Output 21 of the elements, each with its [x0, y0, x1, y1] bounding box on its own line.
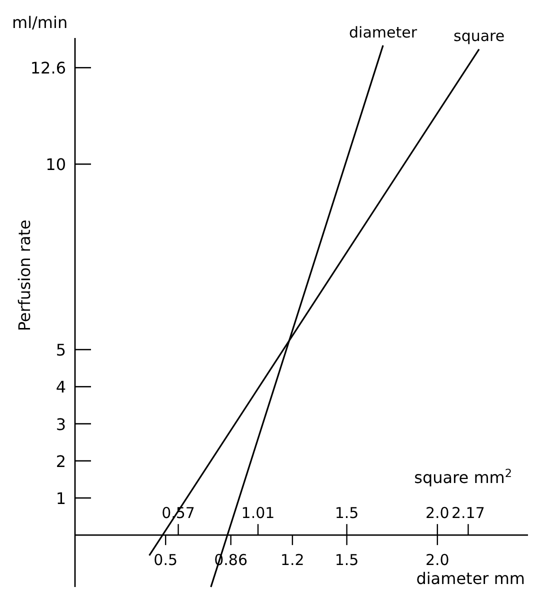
- x-tick-label: 2.0: [425, 551, 450, 570]
- y-tick-label: 2: [56, 452, 66, 471]
- y-tick-label: 5: [56, 340, 66, 360]
- x-tick-label: 1.2: [280, 551, 304, 570]
- x2-tick-label: 1.5: [334, 504, 359, 522]
- y-tick-label: 4: [56, 378, 66, 397]
- y-tick-label: 1: [56, 488, 66, 508]
- x-tick-label: 0.5: [154, 551, 178, 570]
- x-axis-title: diameter mm: [416, 569, 525, 588]
- x-tick-label: 1.5: [334, 551, 359, 570]
- series-label: square: [454, 27, 505, 46]
- series-label: diameter: [349, 23, 418, 42]
- x2-tick-label: 2.0: [425, 504, 450, 522]
- x2-tick-label: 2.17: [452, 504, 485, 522]
- x2-axis-title: square mm$^{2}$: [414, 466, 512, 488]
- y-tick-label: 3: [56, 414, 66, 434]
- y-tick-label: 12.6: [30, 58, 66, 78]
- x2-tick-label: 1.01: [241, 504, 275, 522]
- y-axis-title: Perfusion rate: [15, 220, 34, 332]
- y-tick-label: 10: [46, 155, 66, 174]
- text: ml/min: [12, 13, 68, 32]
